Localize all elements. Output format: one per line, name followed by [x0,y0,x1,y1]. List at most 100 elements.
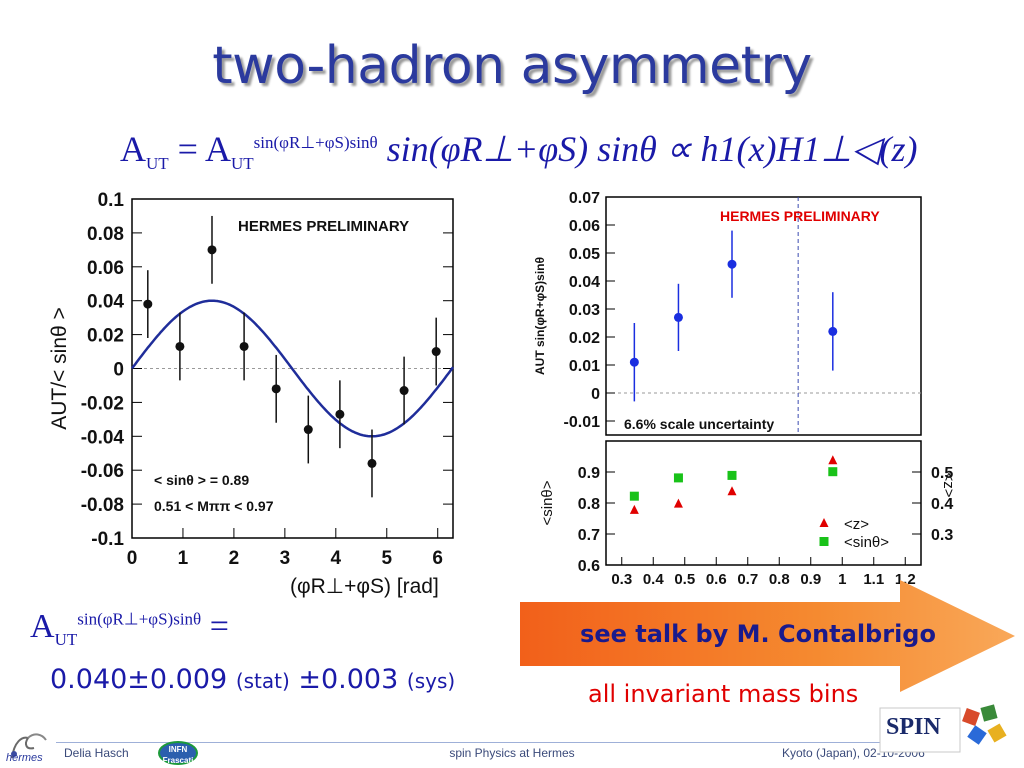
y-tick-label: 0.6 [578,558,600,575]
sin-theta-marker [673,473,683,483]
y-axis-label: AUT sin(φR+φS)sinθ [533,257,547,375]
result-ut: UT [54,629,78,649]
data-point [828,326,838,336]
result-eq: = [209,608,229,645]
x-tick-label: 0.9 [800,571,821,588]
callout-text: see talk by M. Contalbrigo [580,620,936,648]
y-tick-label: 0.04 [569,274,600,291]
spin-logo-icon: SPIN [879,704,1007,753]
slide-title: two-hadron asymmetry [212,36,812,96]
callout-arrow [520,580,1015,692]
sin-theta-marker [727,470,737,480]
data-point [271,384,281,394]
y-tick-label-right: 0.5 [931,465,953,482]
z-marker [727,486,737,496]
x-tick-label: 3 [280,548,291,569]
asymmetry-formula: AUT = AUTsin(φR⊥+φS)sinθ sin(φR⊥+φS) sin… [120,128,918,174]
data-point [239,341,249,351]
y-tick-label: 0 [591,386,600,403]
result-stat: (stat) [235,669,290,693]
x-tick-label: 6 [432,548,443,569]
formula-sup: sin(φR⊥+φS)sinθ [253,133,378,152]
footer-divider [56,742,956,743]
x-tick-label: 1 [178,548,189,569]
x-tick-label: 0 [127,548,138,569]
y-tick-label: 0.03 [569,302,600,319]
z-marker [828,455,838,465]
hermes-logo-text: hermes [6,752,43,764]
result-sys: (sys) [406,669,456,693]
formula-rhs: sin(φR⊥+φS) sinθ ∝ h1(x)H1⊥◁(z) [386,129,918,169]
data-point [727,259,737,269]
x-tick-label: 0.6 [706,571,727,588]
y-tick-label: 0.07 [569,190,600,207]
x-tick-label: 1 [838,571,846,588]
chart-left: -0.1 -0.08 -0.06 -0.04 -0.02 0 0.02 0.04 0.06 0.0… [48,190,454,598]
y-tick-label: 0.8 [578,496,600,513]
chart-right: -0.01 0 0.01 0.02 0.03 0.04 0.05 0.06 0.07 HERMES… [533,190,956,588]
chart-title: HERMES PRELIMINARY [720,208,880,224]
result-sys-value: ±0.003 [298,664,399,695]
upper-plot-frame [605,196,922,436]
y-tick-label: 0.04 [87,292,124,313]
y-tick-label: 0.7 [578,527,600,544]
hermes-logo-icon [11,733,47,759]
y-tick-label: 0 [113,360,124,381]
x-tick-label: 0.3 [611,571,632,588]
x-tick-label: 0.4 [643,571,665,588]
y-tick-label: -0.1 [91,529,124,550]
data-point [207,245,217,255]
x-tick-label: 0.5 [674,571,695,588]
x-tick-label: 1.1 [863,571,884,588]
formula-eq: = [177,129,198,169]
result-amplitude: AUTsin(φR⊥+φS)sinθ = [30,608,229,650]
data-point [335,409,345,419]
y-tick-label: 0.02 [87,326,124,347]
x-tick-label: 5 [381,548,392,569]
data-point [303,425,313,435]
chart-title: HERMES PRELIMINARY [238,218,409,235]
formula-A2: A [205,129,231,169]
footer-author: Delia Hasch [64,746,129,760]
y-tick-label: 0.1 [98,190,125,211]
x-axis-label: (φR⊥+φS) [rad] [290,575,439,598]
y-tick-label: 0.02 [569,330,600,347]
result-value-number: 0.040±0.009 [50,664,228,695]
result-A: A [30,608,55,645]
y-tick-label: -0.04 [81,427,125,448]
data-point [143,299,153,309]
y-tick-label: 0.06 [87,258,124,279]
data-point [175,341,185,351]
sin-theta-marker [629,491,639,501]
y-tick-label: 0.08 [87,224,124,245]
x-tick-label: 2 [229,548,240,569]
sin-theta-marker [828,467,838,477]
y-axis-label: <sinθ> [539,480,556,525]
x-tick-label: 4 [331,548,342,569]
annotation: < sinθ > = 0.89 [154,472,249,488]
formula-ut2: UT [231,154,254,174]
infn-logo-text: INFN [168,745,188,754]
y-tick-label: -0.08 [81,495,124,516]
y-tick-label: 0.06 [569,218,600,235]
y-tick-label-right: 0.3 [931,527,953,544]
annotation: 0.51 < Mππ < 0.97 [154,498,274,514]
result-value: 0.040±0.009 (stat) ±0.003 (sys) [50,664,455,695]
data-point [399,386,409,396]
infn-logo-subtext: Frascati [162,756,194,765]
result-sup: sin(φR⊥+φS)sinθ [77,609,202,629]
fit-curve [131,299,454,438]
infn-logo: INFN Frascati [158,741,198,765]
x-tick-label: 0.8 [769,571,790,588]
y-tick-label: -0.02 [81,393,124,414]
legend-sin-label: <sinθ> [844,534,889,551]
y-tick-label-right: 0.4 [931,496,953,513]
legend-z-marker [819,518,829,527]
x-tick-label: 0.7 [737,571,758,588]
y-tick-label: -0.01 [564,414,601,431]
y-tick-label: -0.06 [81,461,124,482]
y-axis-label-right: <z> [940,472,956,497]
spin-logo-text: SPIN [886,714,941,740]
data-point [431,347,441,357]
footer-title: spin Physics at Hermes [449,746,575,760]
